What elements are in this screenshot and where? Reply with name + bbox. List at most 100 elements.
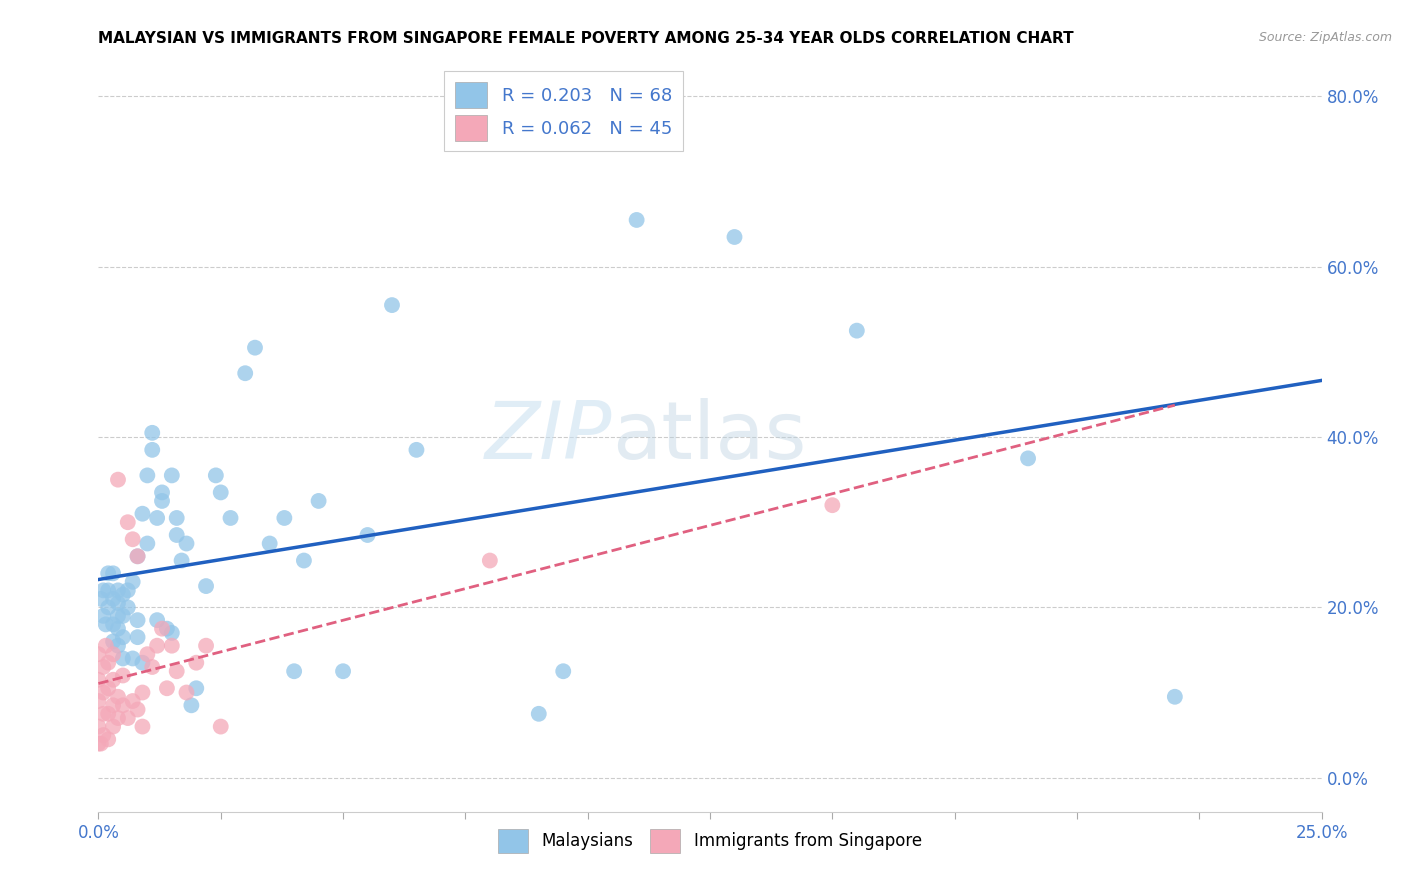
Point (136, 647, 159, 661)
Point (1017, 451, 1039, 466)
Point (821, 498, 844, 512)
Point (87, 737, 110, 751)
Point (160, 639, 183, 653)
Point (91, 583, 114, 598)
Point (87, 694, 110, 708)
Point (292, 553, 315, 567)
Point (146, 639, 169, 653)
Point (101, 566, 124, 581)
Point (111, 651, 134, 665)
Point (166, 528, 188, 542)
Point (209, 485, 232, 500)
Point (127, 549, 149, 564)
Point (176, 685, 198, 699)
Point (150, 494, 173, 508)
Point (845, 324, 868, 338)
Point (131, 507, 153, 521)
Point (87, 673, 110, 687)
Point (90, 737, 112, 751)
Point (127, 630, 149, 644)
Point (180, 698, 202, 713)
Point (136, 468, 159, 483)
Point (117, 583, 139, 598)
Point (121, 694, 143, 708)
Point (87, 647, 110, 661)
Point (107, 622, 129, 636)
Point (101, 591, 124, 606)
Point (131, 685, 153, 699)
Point (91, 660, 114, 674)
Point (97, 706, 120, 721)
Point (127, 549, 149, 564)
Point (107, 596, 129, 610)
Point (150, 622, 173, 636)
Point (97, 681, 120, 696)
Point (121, 651, 143, 665)
Point (107, 583, 129, 598)
Point (97, 732, 120, 747)
Point (101, 720, 124, 734)
Point (101, 617, 124, 632)
Point (101, 698, 124, 713)
Point (107, 711, 129, 725)
Point (186, 681, 208, 696)
Point (283, 664, 305, 678)
Point (141, 425, 163, 440)
Point (166, 511, 188, 525)
Point (160, 468, 183, 483)
Point (195, 639, 218, 653)
Point (97, 656, 120, 670)
Point (273, 511, 295, 525)
Point (121, 533, 143, 547)
Point (209, 720, 232, 734)
Point (478, 553, 501, 567)
Point (87, 720, 110, 734)
Point (1164, 690, 1187, 704)
Point (111, 588, 134, 602)
Point (117, 711, 139, 725)
Point (243, 341, 266, 355)
Point (97, 583, 120, 598)
Point (205, 468, 228, 483)
Point (111, 668, 134, 682)
Point (91, 706, 114, 721)
Point (405, 442, 427, 457)
Point (111, 630, 134, 644)
Text: MALAYSIAN VS IMMIGRANTS FROM SINGAPORE FEMALE POVERTY AMONG 25-34 YEAR OLDS CORR: MALAYSIAN VS IMMIGRANTS FROM SINGAPORE F… (98, 31, 1074, 46)
Point (94, 639, 117, 653)
Point (381, 298, 404, 312)
Point (97, 600, 120, 615)
Point (107, 639, 129, 653)
Point (195, 579, 218, 593)
Point (91, 728, 114, 742)
Text: atlas: atlas (612, 398, 807, 476)
Point (101, 673, 124, 687)
Point (166, 664, 188, 678)
Point (101, 634, 124, 648)
Point (553, 664, 575, 678)
Point (101, 647, 124, 661)
Point (107, 690, 129, 704)
Point (626, 213, 648, 227)
Point (233, 366, 256, 380)
Point (146, 613, 169, 627)
Point (131, 720, 153, 734)
Point (723, 230, 745, 244)
Point (308, 494, 330, 508)
Point (156, 622, 179, 636)
Point (127, 613, 149, 627)
Point (156, 681, 179, 696)
Point (111, 698, 134, 713)
Point (146, 511, 169, 525)
Point (259, 536, 281, 550)
Text: ZIP: ZIP (485, 398, 612, 476)
Point (107, 608, 129, 623)
Point (94, 617, 117, 632)
Point (91, 685, 114, 699)
Legend: Malaysians, Immigrants from Singapore: Malaysians, Immigrants from Singapore (492, 822, 928, 860)
Point (176, 536, 198, 550)
Point (150, 485, 173, 500)
Point (117, 600, 139, 615)
Point (356, 528, 378, 542)
Point (121, 574, 143, 589)
